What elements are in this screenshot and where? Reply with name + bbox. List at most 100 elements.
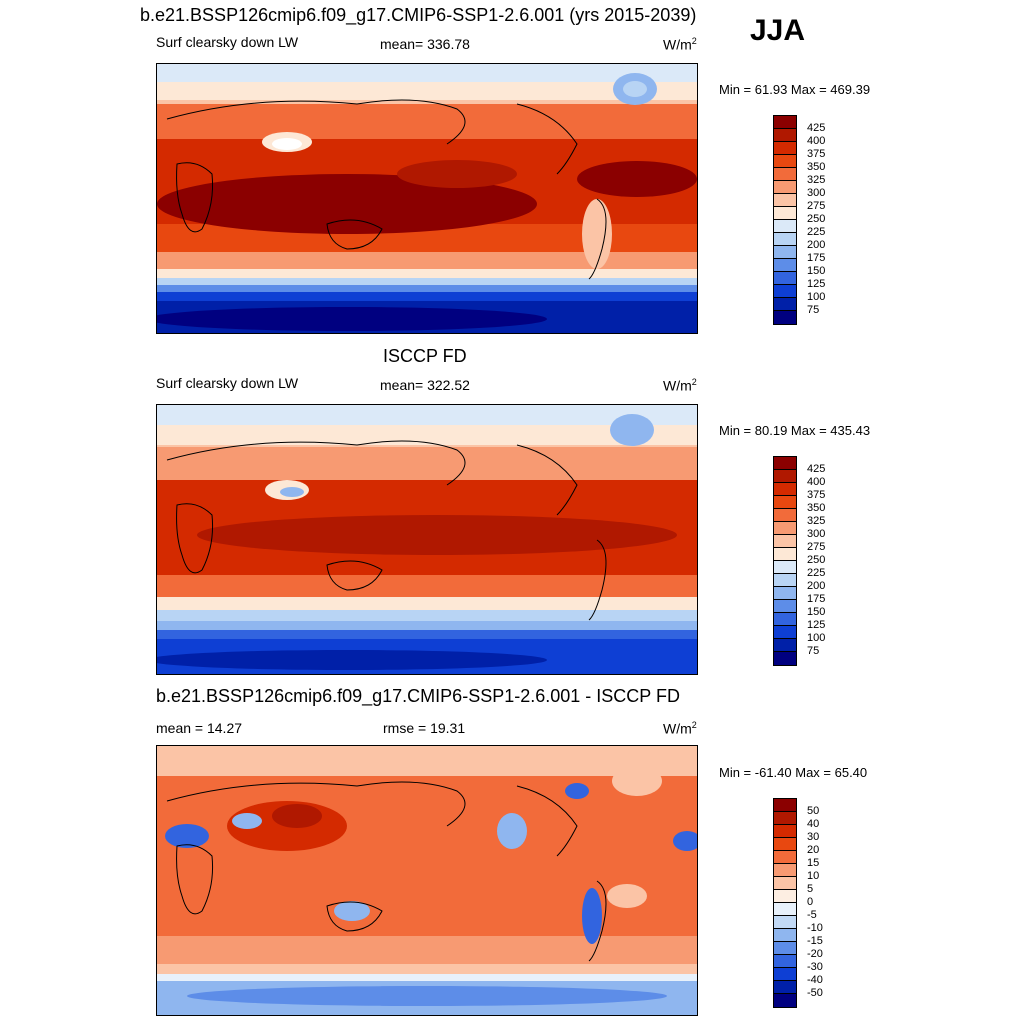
colorbar-swatch: [774, 600, 796, 613]
panel-3-mean-label: mean = 14.27: [156, 720, 243, 736]
colorbar-tick-label: 400: [807, 135, 826, 147]
colorbar-swatch: [774, 877, 796, 890]
colorbar-tick-label: 225: [807, 567, 826, 579]
colorbar-swatch: [774, 626, 796, 639]
colorbar-tick-label: 125: [807, 278, 826, 290]
colorbar-tick-label: 350: [807, 161, 826, 173]
colorbar-swatch: [774, 929, 796, 942]
colorbar-tick-label: 250: [807, 213, 826, 225]
colorbar-tick-label: -10: [807, 922, 823, 934]
colorbar-tick-label: 75: [807, 645, 820, 657]
panel-3-units: W/m2: [663, 720, 697, 737]
colorbar-tick-label: 50: [807, 805, 820, 817]
colorbar-swatch: [774, 851, 796, 864]
panel-1-units: W/m2: [663, 36, 697, 53]
colorbar-tick-label: -40: [807, 974, 823, 986]
colorbar-swatch: [774, 233, 796, 246]
colorbar-tick-label: 300: [807, 187, 826, 199]
colorbar-tick-label: 200: [807, 580, 826, 592]
colorbar-tick-label: 5: [807, 883, 814, 895]
colorbar-tick-label: -15: [807, 935, 823, 947]
colorbar-swatch: [774, 864, 796, 877]
colorbar-swatch: [774, 968, 796, 981]
colorbar-swatch: [774, 129, 796, 142]
colorbar-tick-label: 375: [807, 489, 826, 501]
colorbar-tick-label: -50: [807, 987, 823, 999]
colorbar-tick-label: 225: [807, 226, 826, 238]
colorbar-tick-label: 175: [807, 593, 826, 605]
colorbar-swatch: [774, 916, 796, 929]
colorbar-swatch: [774, 220, 796, 233]
colorbar-swatch: [774, 509, 796, 522]
colorbar-swatch: [774, 890, 796, 903]
colorbar-tick-label: 30: [807, 831, 820, 843]
season-label: JJA: [750, 14, 806, 47]
colorbar-tick-label: -5: [807, 909, 817, 921]
colorbar-tick-label: -20: [807, 948, 823, 960]
colorbar-tick-label: -30: [807, 961, 823, 973]
panel-2-title: ISCCP FD: [383, 346, 467, 366]
colorbar-swatch: [774, 561, 796, 574]
colorbar-swatch: [774, 470, 796, 483]
panel-3-field: [157, 746, 697, 1015]
panel-1-title: b.e21.BSSP126cmip6.f09_g17.CMIP6-SSP1-2.…: [140, 5, 697, 25]
panel-3-minmax: Min = -61.40 Max = 65.40: [719, 765, 868, 780]
colorbar-swatch: [774, 652, 796, 665]
colorbar-swatch: [774, 639, 796, 652]
colorbar-swatch: [774, 168, 796, 181]
colorbar-swatch: [774, 272, 796, 285]
colorbar-tick-label: 20: [807, 844, 820, 856]
colorbar-swatch: [774, 522, 796, 535]
panel-2-map: [156, 404, 698, 675]
colorbar-swatch: [774, 587, 796, 600]
colorbar-tick-label: 40: [807, 818, 820, 830]
colorbar-swatch: [774, 613, 796, 626]
colorbar-tick-label: 175: [807, 252, 826, 264]
colorbar-tick-label: 75: [807, 304, 820, 316]
colorbar-tick-label: 100: [807, 291, 826, 303]
panel-1-map: [156, 63, 698, 334]
panel-3-rmse-label: rmse = 19.31: [383, 720, 466, 736]
panel-3-map: [156, 745, 698, 1016]
colorbar-swatch: [774, 548, 796, 561]
colorbar-swatch: [774, 194, 796, 207]
colorbar-swatch: [774, 825, 796, 838]
colorbar-tick-label: 150: [807, 265, 826, 277]
colorbar-swatch: [774, 483, 796, 496]
colorbar-tick-label: 425: [807, 463, 826, 475]
colorbar-swatch: [774, 142, 796, 155]
panel-1-variable-label: Surf clearsky down LW: [156, 34, 299, 50]
colorbar-tick-label: 0: [807, 896, 814, 908]
colorbar-tick-label: 15: [807, 857, 820, 869]
colorbar-swatch: [774, 311, 796, 324]
colorbar-tick-label: 10: [807, 870, 820, 882]
colorbar-swatch: [774, 457, 796, 470]
colorbar-swatch: [774, 574, 796, 587]
panel-2-colorbar: [773, 456, 797, 666]
colorbar-swatch: [774, 955, 796, 968]
colorbar-tick-label: 250: [807, 554, 826, 566]
colorbar-swatch: [774, 799, 796, 812]
colorbar-tick-label: 425: [807, 122, 826, 134]
panel-2-minmax: Min = 80.19 Max = 435.43: [719, 423, 871, 438]
colorbar-tick-label: 325: [807, 174, 826, 186]
panel-2-field: [157, 405, 697, 674]
colorbar-swatch: [774, 155, 796, 168]
colorbar-swatch: [774, 838, 796, 851]
colorbar-tick-label: 275: [807, 541, 826, 553]
panel-2-units: W/m2: [663, 377, 697, 394]
colorbar-swatch: [774, 298, 796, 311]
colorbar-tick-label: 100: [807, 632, 826, 644]
panel-2-variable-label: Surf clearsky down LW: [156, 375, 299, 391]
colorbar-swatch: [774, 994, 796, 1007]
colorbar-swatch: [774, 496, 796, 509]
colorbar-tick-label: 400: [807, 476, 826, 488]
colorbar-tick-label: 150: [807, 606, 826, 618]
colorbar-swatch: [774, 981, 796, 994]
colorbar-tick-label: 325: [807, 515, 826, 527]
colorbar-tick-label: 375: [807, 148, 826, 160]
panel-1-colorbar: [773, 115, 797, 325]
colorbar-tick-label: 200: [807, 239, 826, 251]
panel-1-minmax: Min = 61.93 Max = 469.39: [719, 82, 871, 97]
panel-1-mean-label: mean= 336.78: [380, 36, 470, 52]
